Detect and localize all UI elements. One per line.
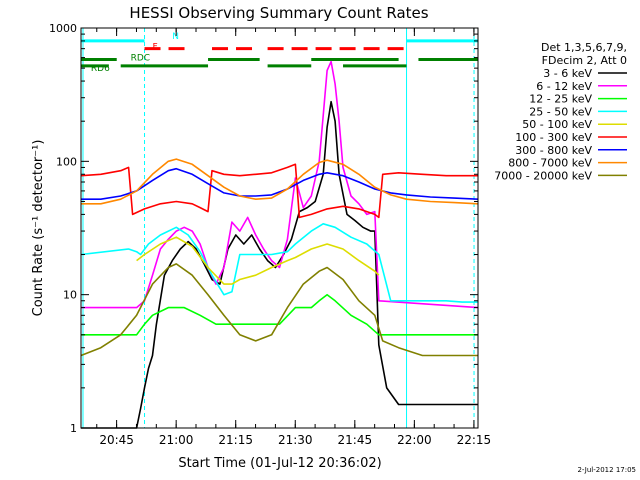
series-line-2 [81, 60, 479, 309]
x-axis-label: Start Time (01-Jul-12 20:36:02) [178, 456, 381, 471]
legend-label-8: 800 - 7000 keV [508, 157, 592, 170]
series-line-5 [136, 236, 380, 285]
series-line-3 [81, 293, 478, 336]
series-line-1 [81, 100, 478, 429]
x-tick-label-2: 21:00 [159, 433, 194, 447]
flag-label-n: N [172, 32, 179, 42]
x-tick-label-4: 21:30 [278, 433, 313, 447]
y-tick-label-4: 1000 [49, 22, 77, 35]
legend-header-line-2: FDecim 2, Att 0 [542, 54, 627, 67]
legend-label-3: 12 - 25 keV [529, 93, 592, 106]
x-tick-label-5: 21:45 [338, 433, 373, 447]
legend-header-line-1: Det 1,3,5,6,7,9, [541, 41, 627, 54]
legend-label-7: 300 - 800 keV [515, 144, 592, 157]
generation-timestamp: 2-Jul-2012 17:05 [577, 466, 636, 474]
legend: Det 1,3,5,6,7,9, FDecim 2, Att 0 3 - 6 k… [494, 41, 627, 182]
y-tick-label-2: 10 [63, 289, 77, 302]
legend-label-6: 100 - 300 keV [515, 131, 592, 144]
series-line-4 [80, 223, 478, 303]
plot-frame [80, 27, 479, 429]
legend-label-1: 3 - 6 keV [543, 67, 592, 80]
series-line-7 [81, 167, 479, 200]
series-line-6 [80, 163, 478, 219]
flag-label-f: F [152, 43, 157, 53]
chart-title: HESSI Observing Summary Count Rates [129, 4, 428, 22]
y-axis-label: Count Rate (s⁻¹ detector⁻¹) [31, 140, 46, 317]
legend-label-5: 50 - 100 keV [522, 118, 592, 131]
legend-label-9: 7000 - 20000 keV [494, 169, 592, 182]
legend-label-2: 6 - 12 keV [536, 80, 592, 93]
series-line-8 [81, 158, 479, 205]
flag-label-rd6: RD6 [91, 64, 110, 74]
flag-label-rdc: RDC [131, 54, 150, 64]
x-tick-label-1: 20:45 [99, 433, 134, 447]
axes: 1 10 100 1000 20:45 21:00 21:15 21:30 21:45 22:00… [49, 22, 491, 447]
x-tick-label-7: 22:15 [457, 433, 492, 447]
x-tick-label-3: 21:15 [218, 433, 253, 447]
y-tick-label-1: 1 [70, 422, 77, 435]
y-tick-label-3: 100 [56, 155, 77, 168]
legend-label-4: 25 - 50 keV [529, 105, 592, 118]
series-line-9 [80, 263, 478, 357]
x-tick-label-6: 22:00 [397, 433, 432, 447]
